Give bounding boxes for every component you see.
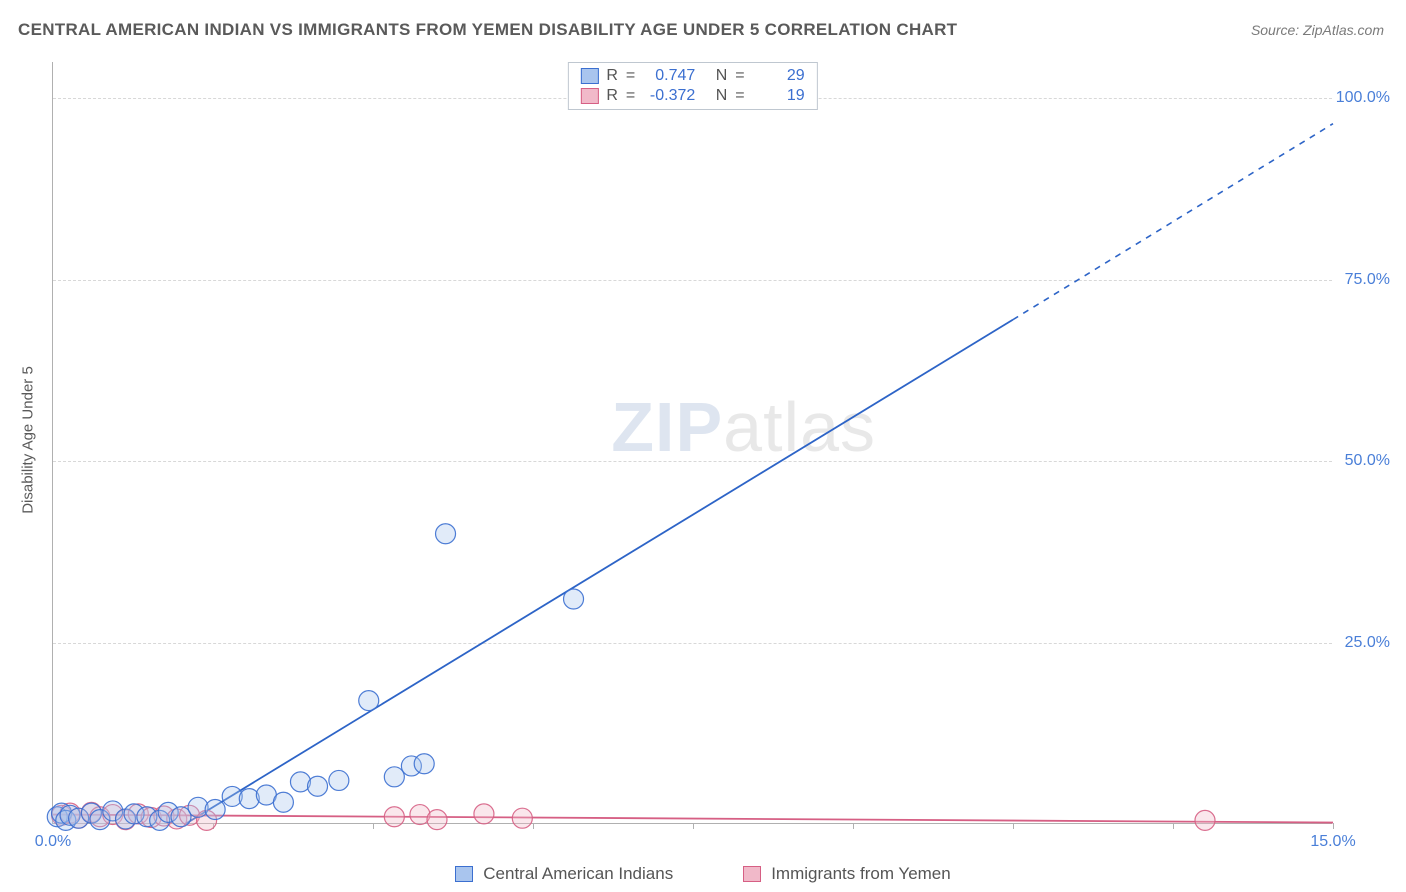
eq-2b: = xyxy=(735,87,744,105)
chart-plot-area: ZIPatlas R = 0.747 N = 29 R = -0.372 N =… xyxy=(52,62,1332,824)
r-label-1: R xyxy=(606,67,618,85)
y-tick-label: 50.0% xyxy=(1345,452,1390,470)
legend-swatch-1 xyxy=(455,866,473,882)
stats-box: R = 0.747 N = 29 R = -0.372 N = 19 xyxy=(567,62,817,110)
swatch-series-2 xyxy=(580,88,598,104)
legend-swatch-2 xyxy=(743,866,761,882)
swatch-series-1 xyxy=(580,68,598,84)
x-tick-label-right: 15.0% xyxy=(1310,833,1355,851)
chart-title: CENTRAL AMERICAN INDIAN VS IMMIGRANTS FR… xyxy=(18,20,957,40)
x-tick-label-left: 0.0% xyxy=(35,833,71,851)
y-tick-label: 75.0% xyxy=(1345,271,1390,289)
stats-row-1: R = 0.747 N = 29 xyxy=(580,67,804,85)
n-value-1: 29 xyxy=(753,67,805,85)
stats-row-2: R = -0.372 N = 19 xyxy=(580,87,804,105)
r-value-1: 0.747 xyxy=(643,67,695,85)
r-value-2: -0.372 xyxy=(643,87,695,105)
n-label-2: N xyxy=(716,87,728,105)
legend-item-2: Immigrants from Yemen xyxy=(743,864,951,884)
legend-label-2: Immigrants from Yemen xyxy=(771,864,951,884)
n-label-1: N xyxy=(716,67,728,85)
y-tick-label: 100.0% xyxy=(1336,89,1390,107)
y-axis-title: Disability Age Under 5 xyxy=(20,366,37,514)
eq-2a: = xyxy=(626,87,635,105)
eq-1b: = xyxy=(735,67,744,85)
y-tick-label: 25.0% xyxy=(1345,634,1390,652)
source-label: Source: ZipAtlas.com xyxy=(1251,22,1384,38)
eq-1a: = xyxy=(626,67,635,85)
r-label-2: R xyxy=(606,87,618,105)
legend-label-1: Central American Indians xyxy=(483,864,673,884)
n-value-2: 19 xyxy=(753,87,805,105)
chart-svg xyxy=(53,62,1332,823)
legend-bottom: Central American Indians Immigrants from… xyxy=(0,864,1406,884)
legend-item-1: Central American Indians xyxy=(455,864,673,884)
